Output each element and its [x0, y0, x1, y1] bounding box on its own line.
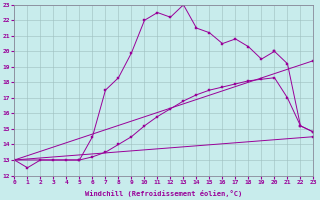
X-axis label: Windchill (Refroidissement éolien,°C): Windchill (Refroidissement éolien,°C) [85, 190, 243, 197]
